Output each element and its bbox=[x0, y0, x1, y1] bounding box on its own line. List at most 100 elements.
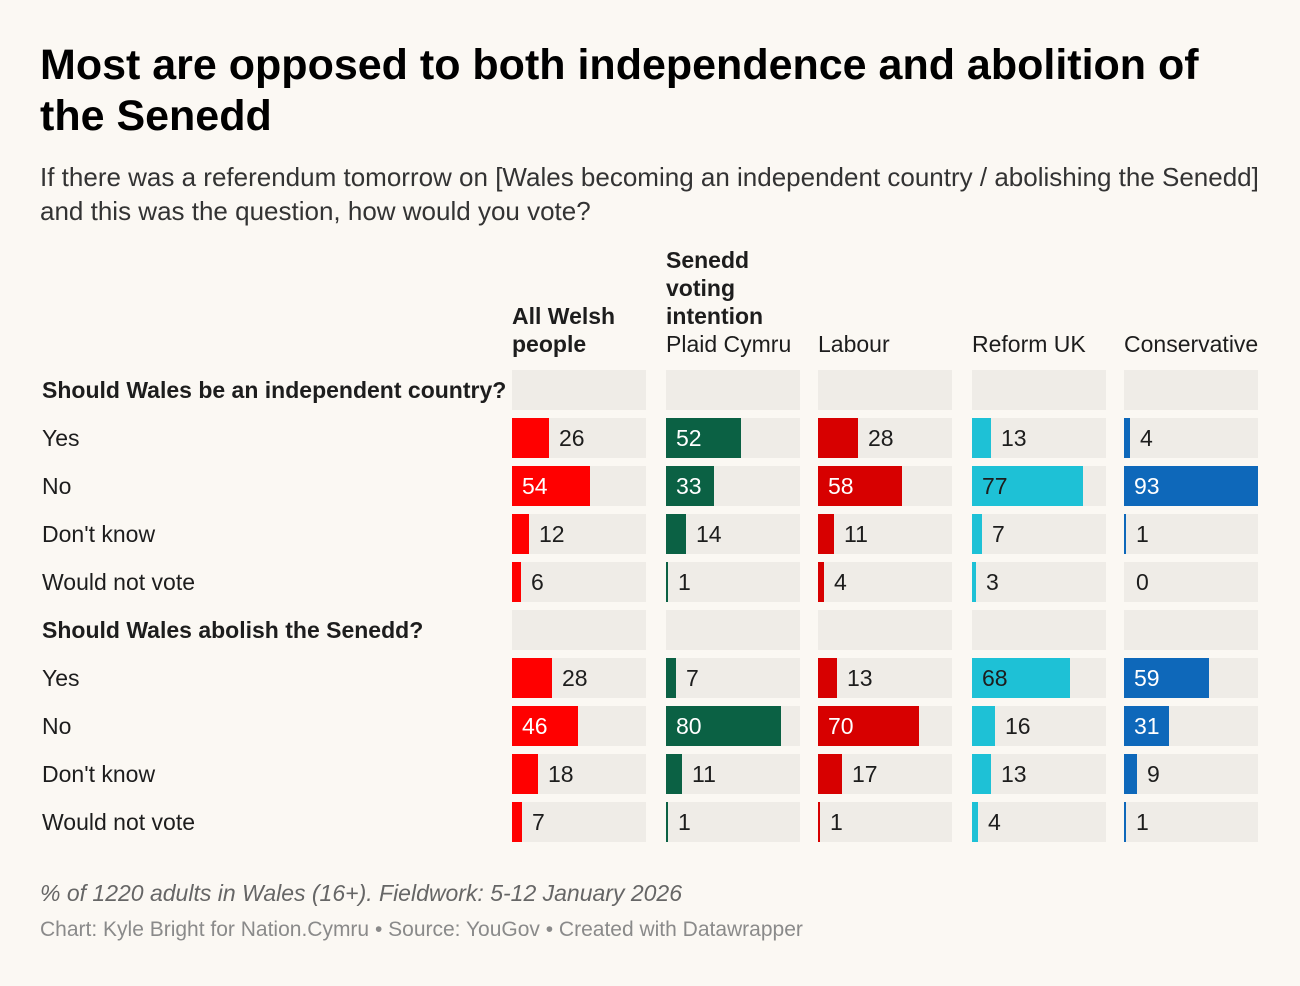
bar bbox=[972, 466, 1083, 506]
value-label: 59 bbox=[1134, 665, 1160, 691]
value-label: 1 bbox=[1136, 521, 1149, 547]
bar-cell: 7 bbox=[512, 802, 646, 842]
bar-cell: 80 bbox=[666, 706, 800, 746]
bar-cell: 13 bbox=[972, 754, 1106, 794]
group-spacer-cell bbox=[818, 610, 952, 650]
column-header-bold: Senedd voting intention bbox=[666, 247, 764, 329]
bar-cell: 18 bbox=[512, 754, 646, 794]
bar-cell: 1 bbox=[666, 562, 800, 602]
bar bbox=[666, 802, 668, 842]
column-header: Conservative bbox=[1124, 330, 1264, 358]
row-label: No bbox=[42, 473, 72, 499]
value-label: 7 bbox=[992, 521, 1005, 547]
bar-cell: 1 bbox=[818, 802, 952, 842]
group-spacer-cell bbox=[972, 370, 1106, 410]
bar-cell: 52 bbox=[666, 418, 800, 458]
value-label: 17 bbox=[852, 761, 878, 787]
group-spacer-cell bbox=[972, 610, 1106, 650]
row-label: Don't know bbox=[42, 521, 156, 547]
value-label: 12 bbox=[539, 521, 565, 547]
bar bbox=[512, 706, 578, 746]
bar bbox=[512, 658, 552, 698]
bar-cell: 3 bbox=[972, 562, 1106, 602]
bar bbox=[818, 706, 919, 746]
bar-cell: 17 bbox=[818, 754, 952, 794]
column-header-bold: All Welsh people bbox=[512, 303, 616, 357]
value-label: 33 bbox=[676, 473, 702, 499]
value-label: 0 bbox=[1136, 569, 1149, 595]
value-label: 31 bbox=[1134, 713, 1160, 739]
bar-cell: 68 bbox=[972, 658, 1106, 698]
bar bbox=[818, 658, 837, 698]
bar bbox=[1124, 514, 1126, 554]
row-label: Would not vote bbox=[42, 809, 196, 835]
group-label: Should Wales abolish the Senedd? bbox=[42, 617, 424, 643]
bar-cell: 11 bbox=[818, 514, 952, 554]
bar bbox=[666, 562, 668, 602]
group-spacer-cell bbox=[1124, 370, 1258, 410]
bar bbox=[666, 514, 686, 554]
value-label: 1 bbox=[830, 809, 843, 835]
bar-cell: 33 bbox=[666, 466, 800, 506]
value-label: 77 bbox=[982, 473, 1008, 499]
bar bbox=[666, 754, 682, 794]
value-label: 11 bbox=[844, 521, 868, 547]
bar-cell: 4 bbox=[1124, 418, 1258, 458]
bar-cell: 28 bbox=[512, 658, 646, 698]
bar bbox=[1124, 802, 1126, 842]
bar-cell: 7 bbox=[972, 514, 1106, 554]
group-spacer-cell bbox=[666, 370, 800, 410]
value-label: 13 bbox=[1001, 425, 1027, 451]
bar bbox=[818, 466, 902, 506]
column-header: Reform UK bbox=[972, 330, 1112, 358]
bar-cell: 1 bbox=[1124, 802, 1258, 842]
bar bbox=[1124, 706, 1169, 746]
value-label: 93 bbox=[1134, 473, 1160, 499]
bar-cell: 12 bbox=[512, 514, 646, 554]
bar bbox=[512, 802, 522, 842]
bar-cell: 93 bbox=[1124, 466, 1258, 506]
chart-title: Most are opposed to both independence an… bbox=[40, 41, 1199, 140]
bar-cell: 13 bbox=[818, 658, 952, 698]
value-label: 58 bbox=[828, 473, 854, 499]
group-spacer-cell bbox=[1124, 610, 1258, 650]
value-label: 28 bbox=[868, 425, 894, 451]
bar-cell: 46 bbox=[512, 706, 646, 746]
chart-notes: % of 1220 adults in Wales (16+). Fieldwo… bbox=[40, 880, 683, 906]
bar bbox=[666, 658, 676, 698]
value-label: 54 bbox=[522, 473, 548, 499]
column-header: All Welsh people bbox=[512, 302, 652, 358]
bar-cell: 1 bbox=[666, 802, 800, 842]
bar-cell: 28 bbox=[818, 418, 952, 458]
value-label: 1 bbox=[1136, 809, 1149, 835]
column-header: Labour bbox=[818, 330, 958, 358]
value-label: 80 bbox=[676, 713, 702, 739]
bar bbox=[512, 418, 549, 458]
chart-subtitle: If there was a referendum tomorrow on [W… bbox=[40, 162, 1259, 226]
row-label: Yes bbox=[42, 665, 80, 691]
row-label: Yes bbox=[42, 425, 80, 451]
bar-cell: 14 bbox=[666, 514, 800, 554]
bar-cell: 1 bbox=[1124, 514, 1258, 554]
bar-cell: 26 bbox=[512, 418, 646, 458]
bar-cell: 7 bbox=[666, 658, 800, 698]
value-label: 16 bbox=[1005, 713, 1031, 739]
bar bbox=[972, 418, 991, 458]
value-label: 4 bbox=[834, 569, 847, 595]
bar bbox=[512, 514, 529, 554]
column-header-label: Plaid Cymru bbox=[666, 331, 792, 357]
bar-cell: 4 bbox=[818, 562, 952, 602]
bar bbox=[1124, 418, 1130, 458]
group-spacer-cell bbox=[512, 370, 646, 410]
column-header-label: Reform UK bbox=[972, 331, 1086, 357]
row-label: Would not vote bbox=[42, 569, 196, 595]
bar-cell: 4 bbox=[972, 802, 1106, 842]
bar bbox=[666, 418, 741, 458]
value-label: 28 bbox=[562, 665, 588, 691]
row-label: Don't know bbox=[42, 761, 156, 787]
bar bbox=[818, 754, 842, 794]
value-label: 4 bbox=[988, 809, 1001, 835]
bar-cell: 58 bbox=[818, 466, 952, 506]
value-label: 68 bbox=[982, 665, 1008, 691]
row-label: No bbox=[42, 713, 72, 739]
